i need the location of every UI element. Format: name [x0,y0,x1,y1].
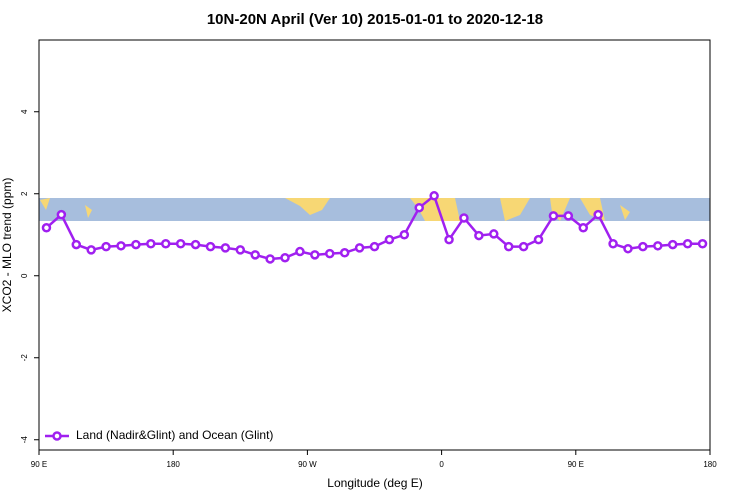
y-tick-label: -2 [20,354,29,362]
plot-frame [38,39,711,451]
data-point [175,239,186,249]
data-point [697,239,708,249]
x-tick-label: 90 E [568,460,584,469]
x-tick-label: 90 W [298,460,317,469]
y-tick-label: 0 [20,273,29,278]
legend-marker [52,431,62,441]
data-point [190,239,201,250]
data-point [563,211,574,221]
data-point [146,239,156,249]
data-point [682,239,693,249]
data-point [429,191,439,201]
data-point [41,223,52,233]
data-point [414,202,424,213]
data-point [489,229,499,239]
data-point [653,241,663,251]
x-tick-label: 180 [703,460,717,469]
data-point [474,230,484,241]
data-point [250,250,260,260]
data-point [325,248,335,259]
data-point [86,245,96,255]
data-point [354,243,365,253]
data-point [533,234,544,245]
x-tick-label: 0 [439,460,444,469]
data-point [310,250,320,260]
data-point [160,239,171,249]
y-tick-label: 2 [20,191,29,196]
data-point [101,241,111,252]
data-point [131,239,141,250]
legend-label: Land (Nadir&Glint) and Ocean (Glint) [76,428,273,442]
data-point [459,213,469,223]
data-point [280,252,290,263]
data-point [116,241,126,251]
x-tick-label: 180 [167,460,181,469]
x-axis-label: Longitude (deg E) [327,476,422,490]
data-point [518,241,529,252]
data-point [205,241,216,252]
data-point [295,246,305,257]
x-tick-label: 90 E [31,460,47,469]
data-point [578,223,589,233]
data-point [593,209,603,220]
data-point [71,239,82,250]
data-point [399,230,410,240]
data-point [503,241,514,252]
y-tick-label: -4 [20,436,29,444]
data-point [339,248,350,258]
map-strip [39,198,710,221]
data-point [56,209,67,220]
data-point [235,245,246,255]
data-point [369,241,380,252]
data-point [265,254,275,264]
data-point [667,239,678,250]
data-point [623,243,633,254]
data-point [220,243,231,253]
data-point [548,211,559,221]
data-point [638,241,648,252]
data-point [384,234,395,245]
data-point [444,234,454,245]
chart-title: 10N-20N April (Ver 10) 2015-01-01 to 202… [207,11,543,28]
data-point [608,239,618,249]
y-tick-label: 4 [20,109,29,114]
y-axis-label: XCO2 - MLO trend (ppm) [0,178,14,313]
